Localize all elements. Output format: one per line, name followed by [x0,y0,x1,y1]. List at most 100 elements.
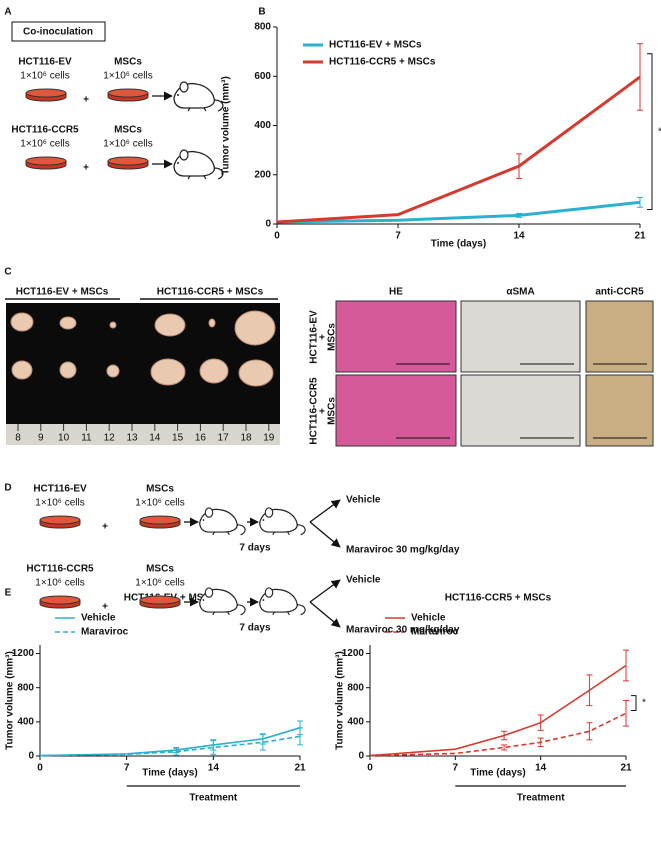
arrow [309,521,341,548]
y-tick-label: 600 [254,71,271,82]
arrow [309,601,341,628]
mouse [199,507,246,536]
cell-name: HCT116-EV [18,57,72,68]
tumor-photo [6,303,280,445]
x-tick-label: 21 [634,231,646,242]
legend-label: Maraviroc [411,627,459,638]
significance-bracket [631,695,637,711]
ruler-number: 19 [263,433,275,444]
column-header: anti-CCR5 [595,287,644,298]
panel-letter: C [4,267,11,278]
error-bar [537,737,544,748]
time-label: 7 days [239,623,271,634]
tumor [150,358,186,386]
ruler-number: 16 [195,433,207,444]
y-tick-label: 400 [254,120,271,131]
dish [139,595,181,609]
tumor [10,312,34,332]
dish [39,595,81,609]
x-axis-label: Time (days) [142,768,197,779]
ruler-number: 13 [126,433,138,444]
histology-image [335,300,457,373]
arm-label: Maraviroc 30 mg/kg/day [346,545,460,556]
histology-image [585,374,654,447]
dish [107,156,149,170]
ruler [6,424,280,445]
error-bar [259,734,266,751]
box-label: Co-inoculation [23,27,93,38]
cell-count: 1×10⁶ cells [35,498,84,509]
box [11,21,106,42]
mouse [173,149,224,180]
series-line [276,200,641,224]
x-tick-label: 0 [367,763,373,774]
panel-letter: B [258,7,265,18]
arrow [309,579,341,603]
significance-bracket [647,53,653,211]
row-label: MSCs [327,397,338,425]
ruler-number: 11 [81,433,92,444]
treatment-label: Treatment [189,793,237,804]
y-tick-label: 400 [347,716,364,727]
series-line [276,75,641,224]
panel-letter: E [5,588,12,599]
mouse [259,507,306,536]
legend-label: HCT116-CCR5 + MSCs [329,57,436,68]
x-tick-label: 0 [37,763,43,774]
histology-image [460,374,581,447]
ruler-number: 10 [58,433,70,444]
y-tick-label: 800 [254,22,271,33]
cell-name: MSCs [146,484,174,495]
histology-image [585,300,654,373]
error-bar [623,700,629,727]
tumor [238,359,274,387]
y-tick-label: 800 [347,682,364,693]
dish [139,515,181,529]
cell-count: 1×10⁶ cells [103,71,152,82]
tumor [208,318,216,328]
tumor [199,358,229,384]
y-tick-label: 0 [265,219,271,230]
error-bar [516,212,522,218]
y-axis-label: Tumor volume (mm³) [335,651,346,750]
dish [39,515,81,529]
error-bar [516,153,522,179]
dish [107,88,149,102]
cell-count: 1×10⁶ cells [135,578,184,589]
time-label: 7 days [239,543,271,554]
arm-label: Maraviroc 30 mg/kg/day [346,625,460,636]
error-bar [297,727,303,746]
tumor [59,361,77,379]
error-bar [537,714,544,731]
x-axis-label: Time (days) [431,239,486,250]
error-bar [501,730,508,741]
cell-name: HCT116-CCR5 [26,564,94,575]
arm-label: Vehicle [346,575,381,586]
series-line [369,664,627,757]
cell-name: MSCs [114,125,142,136]
cell-count: 1×10⁶ cells [103,139,152,150]
x-axis-label: Time (days) [470,768,525,779]
cell-name: MSCs [114,57,142,68]
mouse [199,587,246,616]
x-tick-label: 21 [620,763,632,774]
x-tick-label: 14 [513,231,525,242]
cell-count: 1×10⁶ cells [35,578,84,589]
tumor [234,310,276,346]
ruler-number: 8 [15,433,21,444]
dish [25,156,67,170]
error-bar [501,744,508,751]
tumor [109,321,117,329]
x-tick-label: 0 [274,231,280,242]
y-tick-label: 200 [254,169,271,180]
x-tick-label: 7 [395,231,401,242]
ruler-number: 9 [38,433,44,444]
row-label: + [318,408,329,414]
plus: + [102,522,108,533]
error-bar [586,674,593,707]
arrow [309,499,341,523]
ruler-number: 12 [104,433,116,444]
mouse [259,587,306,616]
